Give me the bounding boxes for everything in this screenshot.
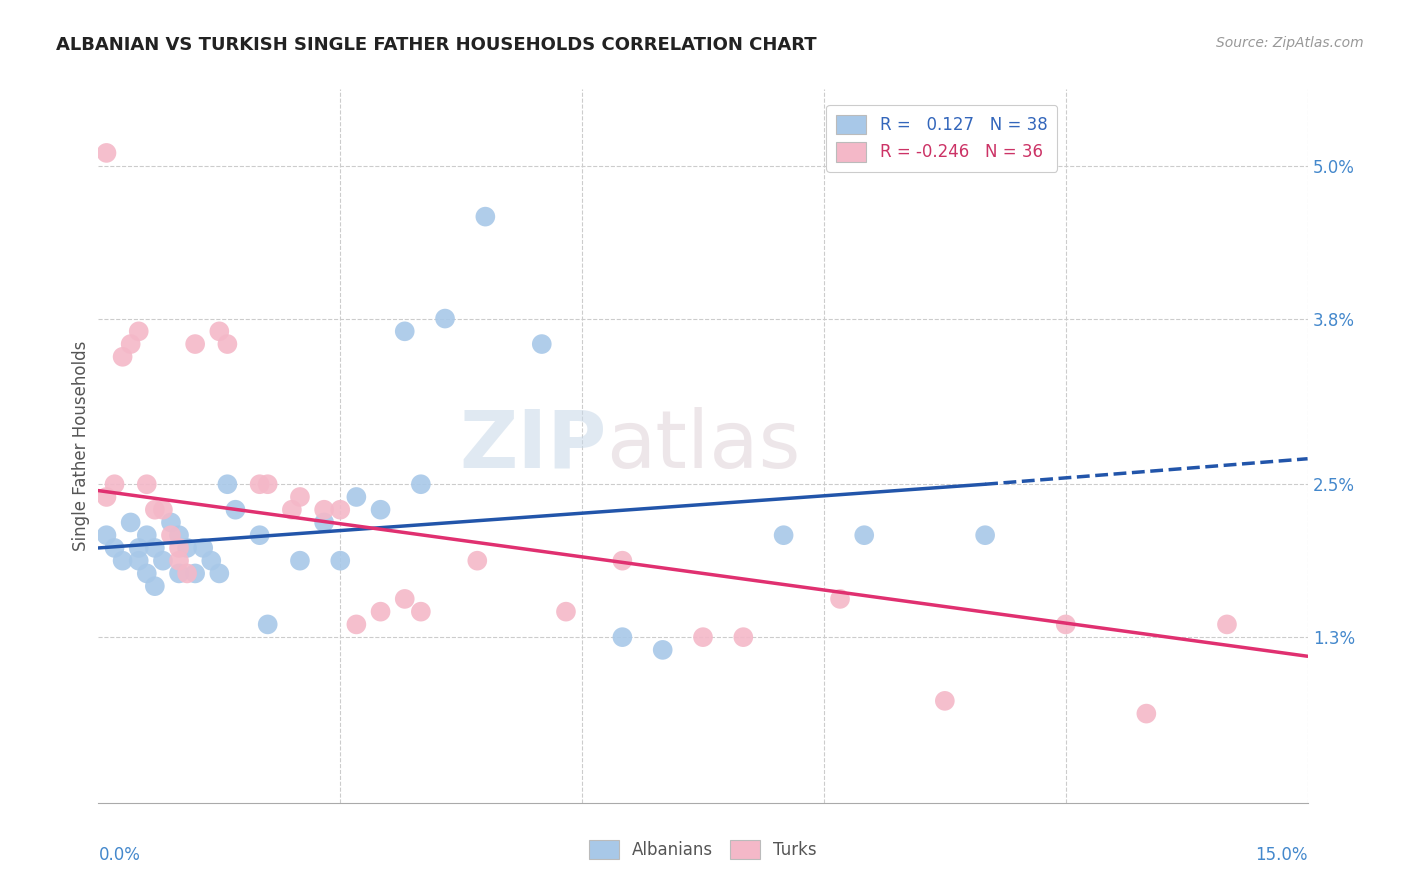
Point xyxy=(160,516,183,530)
Point xyxy=(176,566,198,581)
Point xyxy=(167,541,190,555)
Point xyxy=(344,490,367,504)
Point xyxy=(434,311,457,326)
Point xyxy=(394,591,416,606)
Point xyxy=(314,516,336,530)
Point xyxy=(828,591,851,606)
Point xyxy=(733,630,755,644)
Point xyxy=(249,477,271,491)
Point xyxy=(208,324,231,338)
Point xyxy=(200,554,222,568)
Point xyxy=(555,605,578,619)
Point xyxy=(256,617,278,632)
Point xyxy=(288,490,311,504)
Point xyxy=(1054,617,1077,632)
Text: ALBANIAN VS TURKISH SINGLE FATHER HOUSEHOLDS CORRELATION CHART: ALBANIAN VS TURKISH SINGLE FATHER HOUSEH… xyxy=(56,36,817,54)
Point xyxy=(934,694,956,708)
Point xyxy=(176,541,198,555)
Legend: Albanians, Turks: Albanians, Turks xyxy=(582,833,824,866)
Point xyxy=(530,337,553,351)
Point xyxy=(128,541,150,555)
Point xyxy=(128,324,150,338)
Text: 0.0%: 0.0% xyxy=(98,846,141,863)
Point xyxy=(314,502,336,516)
Point xyxy=(249,528,271,542)
Point xyxy=(344,617,367,632)
Point xyxy=(167,554,190,568)
Point xyxy=(143,541,166,555)
Point xyxy=(128,554,150,568)
Point xyxy=(135,477,157,491)
Point xyxy=(474,210,496,224)
Point xyxy=(1135,706,1157,721)
Point xyxy=(167,528,190,542)
Point xyxy=(120,516,142,530)
Point xyxy=(135,528,157,542)
Point xyxy=(143,502,166,516)
Point xyxy=(135,566,157,581)
Point xyxy=(853,528,876,542)
Point xyxy=(329,554,352,568)
Point xyxy=(256,477,278,491)
Text: Source: ZipAtlas.com: Source: ZipAtlas.com xyxy=(1216,36,1364,50)
Point xyxy=(394,324,416,338)
Point xyxy=(217,477,239,491)
Point xyxy=(193,541,215,555)
Point xyxy=(329,502,352,516)
Point xyxy=(612,554,634,568)
Point xyxy=(208,566,231,581)
Point xyxy=(1216,617,1239,632)
Point xyxy=(96,145,118,160)
Point xyxy=(111,554,134,568)
Text: ZIP: ZIP xyxy=(458,407,606,485)
Point xyxy=(612,630,634,644)
Point xyxy=(370,605,392,619)
Point xyxy=(281,502,304,516)
Y-axis label: Single Father Households: Single Father Households xyxy=(72,341,90,551)
Legend: R =   0.127   N = 38, R = -0.246   N = 36: R = 0.127 N = 38, R = -0.246 N = 36 xyxy=(827,104,1057,171)
Point xyxy=(103,477,125,491)
Point xyxy=(167,566,190,581)
Point xyxy=(217,337,239,351)
Point xyxy=(111,350,134,364)
Point xyxy=(160,528,183,542)
Point xyxy=(184,566,207,581)
Text: atlas: atlas xyxy=(606,407,800,485)
Point xyxy=(409,477,432,491)
Point xyxy=(370,502,392,516)
Point xyxy=(143,579,166,593)
Point xyxy=(465,554,488,568)
Point xyxy=(651,643,673,657)
Point xyxy=(692,630,714,644)
Point xyxy=(152,554,174,568)
Point xyxy=(409,605,432,619)
Point xyxy=(288,554,311,568)
Point xyxy=(103,541,125,555)
Text: 15.0%: 15.0% xyxy=(1256,846,1308,863)
Point xyxy=(96,528,118,542)
Point xyxy=(974,528,997,542)
Point xyxy=(120,337,142,351)
Point xyxy=(184,337,207,351)
Point xyxy=(152,502,174,516)
Point xyxy=(224,502,246,516)
Point xyxy=(772,528,794,542)
Point xyxy=(96,490,118,504)
